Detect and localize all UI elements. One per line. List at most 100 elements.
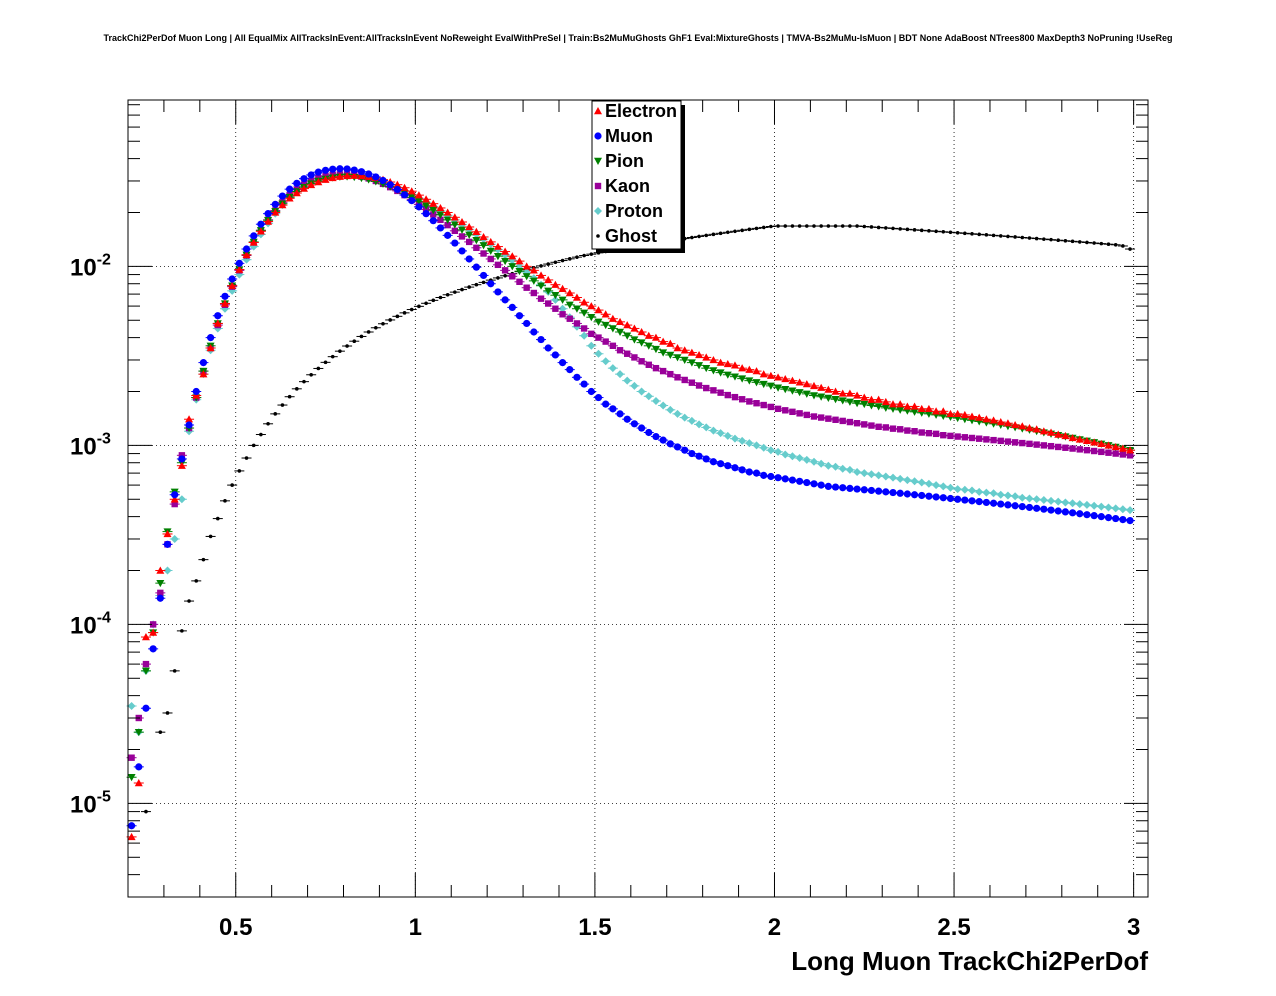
data-point <box>982 498 990 507</box>
data-point <box>703 384 710 392</box>
data-point <box>725 230 730 235</box>
data-point <box>896 489 904 497</box>
data-point <box>530 289 538 297</box>
data-point <box>845 398 854 406</box>
data-point <box>1104 513 1113 522</box>
data-point <box>630 336 639 344</box>
data-point <box>486 247 495 255</box>
data-point <box>919 228 924 233</box>
data-point <box>896 400 905 408</box>
data-point <box>472 237 481 245</box>
data-point <box>529 266 538 274</box>
data-point <box>975 487 984 496</box>
data-point <box>882 424 890 431</box>
data-point <box>1090 447 1098 455</box>
data-point <box>848 224 852 228</box>
data-point <box>766 382 775 390</box>
data-point <box>407 187 416 195</box>
data-point <box>329 165 337 173</box>
data-point <box>266 421 270 426</box>
data-point <box>1121 244 1125 248</box>
data-point <box>508 303 516 311</box>
data-point <box>690 235 694 240</box>
data-point <box>731 464 739 472</box>
data-point <box>730 434 739 443</box>
data-point <box>170 534 179 543</box>
legend-label: Ghost <box>605 226 657 246</box>
data-point <box>954 495 962 503</box>
data-point <box>631 354 638 361</box>
data-point <box>529 277 538 285</box>
data-point <box>1105 449 1112 456</box>
data-point <box>573 373 581 381</box>
data-point <box>467 285 471 289</box>
data-point <box>812 224 816 228</box>
data-point <box>753 400 760 407</box>
data-point <box>278 192 287 200</box>
data-point <box>989 499 998 507</box>
data-point <box>582 253 586 258</box>
data-point <box>960 485 969 494</box>
data-point <box>968 486 977 495</box>
data-point <box>1061 508 1069 516</box>
data-point <box>716 369 725 377</box>
data-point <box>910 477 919 486</box>
y-tick-label: 10-3 <box>70 430 111 460</box>
data-point <box>745 468 753 476</box>
data-point <box>688 449 696 458</box>
data-point <box>443 208 452 216</box>
data-point <box>199 359 208 367</box>
data-point <box>244 456 249 460</box>
data-point <box>637 327 646 336</box>
legend-label: Proton <box>605 201 663 221</box>
data-point <box>1054 497 1063 506</box>
data-point <box>1092 241 1096 245</box>
legend-entry-proton: Proton <box>594 201 663 221</box>
data-point <box>1018 493 1027 502</box>
data-point <box>702 364 711 373</box>
data-point <box>997 437 1004 445</box>
data-point <box>776 224 780 228</box>
data-point <box>817 481 825 489</box>
data-point <box>932 481 941 490</box>
data-point <box>523 319 531 328</box>
data-point <box>609 405 617 413</box>
data-point <box>681 376 688 384</box>
data-point <box>479 242 488 250</box>
data-point <box>761 225 766 230</box>
data-point <box>637 387 646 396</box>
data-point <box>1090 501 1099 510</box>
data-point <box>1027 236 1032 240</box>
data-point <box>503 273 507 278</box>
data-point <box>338 349 342 353</box>
data-point <box>889 400 897 408</box>
data-point <box>177 461 186 469</box>
data-point <box>172 669 177 673</box>
data-point <box>228 281 237 289</box>
data-point <box>494 288 502 296</box>
data-point <box>963 231 967 236</box>
data-point <box>695 420 704 429</box>
data-point <box>788 476 797 484</box>
data-point <box>343 171 352 180</box>
data-point <box>839 484 847 492</box>
data-point <box>381 321 385 326</box>
legend-entry-pion: Pion <box>594 151 644 171</box>
data-point <box>623 376 632 385</box>
data-point <box>602 338 609 345</box>
data-point <box>201 557 206 562</box>
data-point <box>501 267 509 274</box>
data-point <box>1047 506 1055 514</box>
data-point <box>587 314 596 322</box>
data-point <box>588 330 595 338</box>
data-point <box>508 263 517 271</box>
data-point <box>1006 234 1010 239</box>
data-point <box>838 389 847 397</box>
x-tick-label: 0.5 <box>219 914 252 941</box>
data-point <box>1075 500 1084 509</box>
data-point <box>630 324 639 332</box>
data-point <box>824 482 832 491</box>
data-point <box>374 325 378 330</box>
data-point <box>1112 450 1119 457</box>
data-point <box>838 397 847 405</box>
